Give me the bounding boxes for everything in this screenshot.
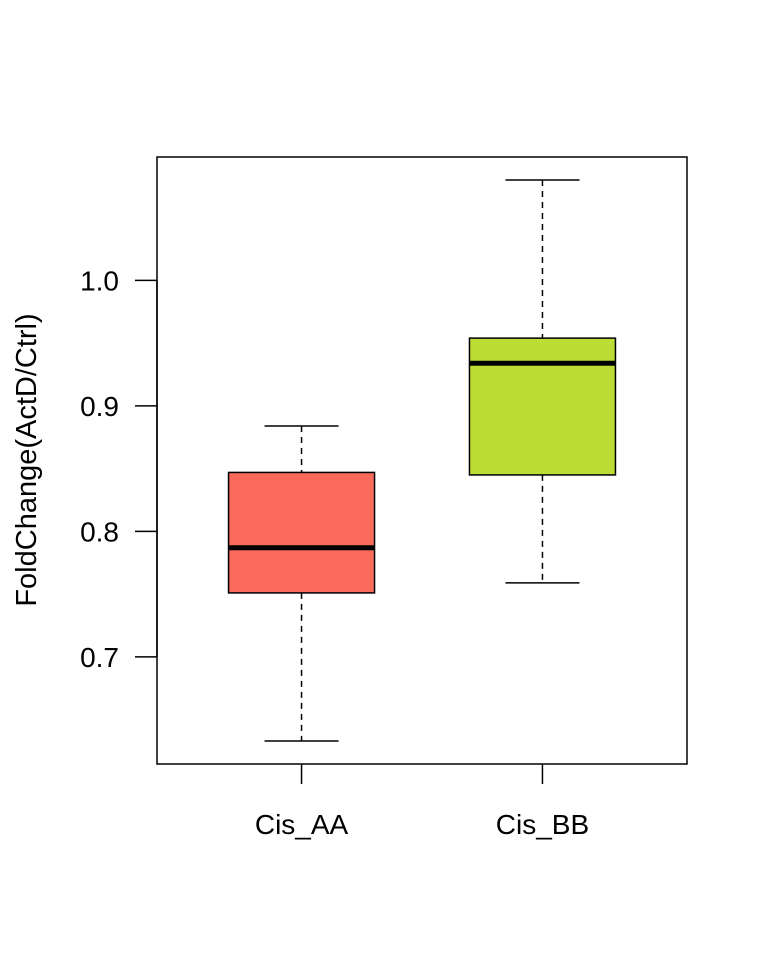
y-tick-label: 0.9 [80,391,119,422]
box-Cis_AA [227,471,376,594]
boxes-group [227,179,617,742]
y-tick-label: 1.0 [80,265,119,296]
box-Cis_BB [468,337,617,476]
y-tick-label: 0.7 [80,642,119,673]
x-axis: Cis_AA Cis_BB [255,764,589,840]
y-axis: 0.7 0.8 0.9 1.0 [80,265,158,673]
x-tick-label: Cis_BB [496,809,589,840]
y-axis-label: FoldChange(ActD/Ctrl) [11,313,43,606]
x-tick-label: Cis_AA [255,809,349,840]
y-tick-label: 0.8 [80,516,119,547]
